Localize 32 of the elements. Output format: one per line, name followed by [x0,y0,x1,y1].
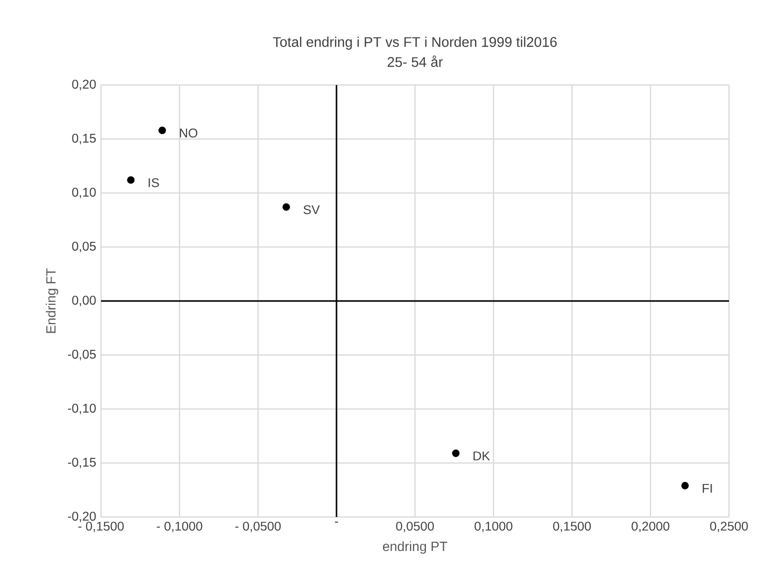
y-tick-label: 0,05 [72,242,96,252]
point [452,450,460,458]
point [158,126,166,134]
y-tick-label: 0,10 [72,188,96,198]
annotation: FI [702,484,712,493]
y-axis-title: Endring FT [46,268,58,333]
y-tick-label: -0,05 [68,350,96,360]
x-tick-label: 0,0500 [396,522,434,532]
x-tick-label: 0,1000 [474,522,512,532]
y-tick-label: -0,20 [68,512,96,522]
y-tick-label: 0,20 [72,80,96,90]
x-tick-label: - 0,1500 [78,522,124,532]
x-tick-label: - 0,1000 [156,522,202,532]
point [282,203,290,211]
point [127,176,135,184]
annotation: IS [148,178,159,188]
x-tick-label: - [334,522,338,523]
x-tick-label: - 0,0500 [235,522,281,532]
y-tick-label: 0,15 [72,134,96,144]
point [681,482,689,490]
annotation: NO [180,128,198,138]
y-tick-label: -0,10 [68,404,96,414]
annotation: DK [474,452,490,460]
x-tick-label: 0,1500 [553,522,591,532]
x-axis-title: endring PT [382,541,448,554]
chart-title: Total endring i PT vs FT i Norden 1999 til2016 [272,36,557,50]
annotation: SV [304,205,320,214]
y-tick-label: 0,00 [72,296,96,306]
y-tick-label: -0,15 [68,458,96,468]
x-tick-label: 0,2500 [710,522,748,532]
x-tick-label: 0,2000 [632,522,670,532]
chart-subtitle: 25- 54 år [388,56,443,67]
